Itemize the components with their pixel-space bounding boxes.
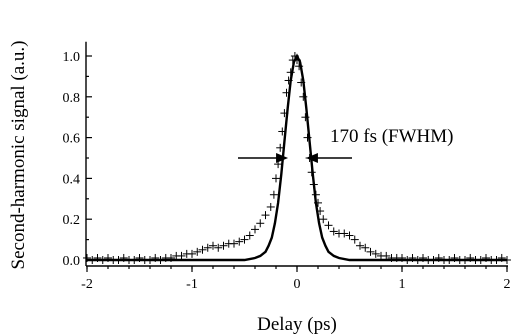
data-point [245,231,254,240]
data-point [98,256,107,264]
data-point [371,249,380,258]
x-tick-label: 1 [399,277,406,292]
data-point [482,253,490,262]
data-point [408,253,417,262]
y-axis-title: Second-harmonic signal (a.u.) [8,41,29,270]
data-point [266,202,275,211]
data-point [104,253,112,262]
data-point [230,239,238,248]
y-tick-label: 0.2 [63,213,81,228]
data-point [450,253,459,262]
data-point [382,251,391,260]
y-tick-label: 1.0 [63,50,81,65]
y-tick-label: 0.4 [63,172,81,187]
x-tick-label: -1 [186,277,198,292]
data-point [340,229,349,238]
data-point [429,256,438,264]
data-point [146,256,154,264]
data-point [256,219,265,228]
data-point [240,235,249,244]
fwhm-label: 170 fs (FWHM) [330,126,454,147]
y-tick-label: 0.0 [63,254,81,269]
data-point [361,243,370,252]
data-point [209,241,217,250]
data-point [130,256,139,264]
data-point [297,78,306,87]
axes [85,41,508,267]
x-axis-title: Delay (ps) [257,314,337,335]
plot-area [83,52,511,264]
data-point [329,227,338,236]
data-point [114,256,123,264]
data-point [235,237,244,246]
fwhm-annotation: 170 fs (FWHM) [238,126,454,163]
data-point [434,253,443,262]
data-point [286,68,295,77]
data-point [272,174,280,183]
data-point [497,253,506,262]
data-point [307,168,316,177]
fwhm-arrow-right-head [305,153,318,163]
data-point [503,256,511,264]
data-point [188,249,196,258]
data-point [324,221,333,230]
y-tick-label: 0.6 [63,132,81,147]
data-point [93,253,102,262]
data-point [156,256,165,264]
data-point [167,253,175,262]
data-point [119,253,128,262]
data-point [151,253,160,262]
data-point [466,253,475,262]
data-point [198,245,207,254]
y-tick-label: 0.8 [63,91,81,106]
data-point [403,256,412,264]
data-point [345,231,354,240]
data-point [314,198,322,207]
data-point [316,207,325,216]
data-point [476,256,485,264]
data-point [356,241,364,250]
data-point [193,247,202,256]
data-point [276,143,285,152]
data-point [295,62,304,71]
data-point [445,256,454,264]
data-point [419,253,427,262]
data-point [135,253,144,262]
axis-ticks: 0.0 0.2 0.4 0.6 0.8 1.0 -2 -1 0 1 2 [63,50,511,292]
data-point [88,256,97,264]
data-point [319,215,328,224]
data-point [284,76,293,85]
data-point [366,247,375,256]
x-tick-label: 0 [294,277,301,292]
data-point [293,56,301,65]
data-point [301,113,310,122]
data-point [303,133,312,142]
data-point [251,225,259,234]
data-point [398,253,406,262]
data-point [299,92,308,101]
data-point [413,256,422,264]
data-point [83,253,91,262]
data-point [269,190,278,199]
data-point [214,243,223,252]
data-point [177,251,186,260]
data-point [261,211,270,220]
data-point [309,180,318,189]
data-point [280,109,289,118]
x-tick-label: -2 [81,277,93,292]
data-point [350,235,359,244]
data-point [290,52,299,60]
data-point [219,241,228,250]
x-tick-label: 2 [504,277,511,292]
fit-curve [87,53,507,262]
data-point [278,127,287,136]
data-point [282,88,291,97]
data-point [461,256,469,264]
data-point [311,190,320,199]
data-point [203,243,212,252]
fwhm-arrow-left-head [276,153,289,163]
data-point [492,256,501,264]
